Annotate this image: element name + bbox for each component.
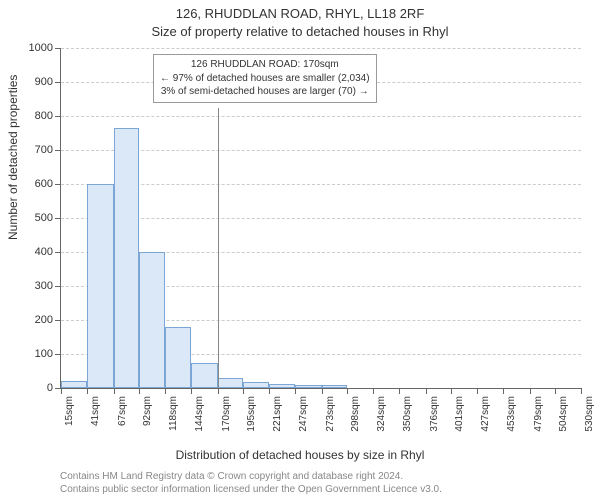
x-tick-label: 324sqm [376,396,387,446]
grid-line [61,150,581,151]
x-tick-label: 247sqm [298,396,309,446]
y-tick [55,218,61,219]
x-tick [269,388,270,394]
x-tick-label: 504sqm [558,396,569,446]
y-tick [55,286,61,287]
y-tick-label: 600 [13,178,53,190]
x-tick [503,388,504,394]
plot-area: 0100200300400500600700800900100015sqm41s… [60,48,581,389]
y-tick [55,48,61,49]
x-tick [322,388,323,394]
x-tick [218,388,219,394]
x-tick-label: 221sqm [272,396,283,446]
y-tick [55,184,61,185]
y-tick-label: 400 [13,246,53,258]
y-tick-label: 500 [13,212,53,224]
y-tick-label: 200 [13,314,53,326]
attribution-line-2: Contains public sector information licen… [60,483,442,496]
histogram-bar [139,252,165,388]
x-tick [477,388,478,394]
x-tick [373,388,374,394]
histogram-bar [243,382,269,388]
x-tick-label: 170sqm [221,396,232,446]
annotation-box: 126 RHUDDLAN ROAD: 170sqm ← 97% of detac… [153,54,377,103]
x-tick-label: 41sqm [90,396,101,446]
histogram-bar [191,363,217,389]
chart-title-main: 126, RHUDDLAN ROAD, RHYL, LL18 2RF [0,6,600,21]
x-tick-label: 273sqm [325,396,336,446]
x-tick [451,388,452,394]
annotation-line-2: ← 97% of detached houses are smaller (2,… [160,72,370,86]
grid-line [61,184,581,185]
attribution: Contains HM Land Registry data © Crown c… [60,470,442,496]
histogram-bar [165,327,191,388]
x-tick-label: 144sqm [194,396,205,446]
x-tick-label: 118sqm [168,396,179,446]
y-tick [55,354,61,355]
x-tick-label: 350sqm [402,396,413,446]
attribution-line-1: Contains HM Land Registry data © Crown c… [60,470,442,483]
x-tick-label: 15sqm [64,396,75,446]
y-tick [55,320,61,321]
x-tick [426,388,427,394]
x-tick [295,388,296,394]
x-tick [191,388,192,394]
histogram-bar [322,385,347,388]
chart-title-sub: Size of property relative to detached ho… [0,24,600,39]
x-tick-label: 92sqm [142,396,153,446]
x-tick [61,388,62,394]
y-tick-label: 700 [13,144,53,156]
histogram-bar [114,128,139,388]
x-tick-label: 376sqm [429,396,440,446]
y-tick-label: 300 [13,280,53,292]
x-tick [243,388,244,394]
x-tick [347,388,348,394]
x-tick [399,388,400,394]
x-tick [530,388,531,394]
y-tick [55,82,61,83]
y-tick-label: 800 [13,110,53,122]
y-tick-label: 900 [13,76,53,88]
y-tick-label: 100 [13,348,53,360]
x-tick-label: 298sqm [350,396,361,446]
x-tick-label: 479sqm [533,396,544,446]
property-marker-line [218,108,219,388]
annotation-line-3: 3% of semi-detached houses are larger (7… [160,85,370,99]
y-tick [55,116,61,117]
histogram-bar [61,381,87,388]
x-axis-label: Distribution of detached houses by size … [0,448,600,462]
x-tick-label: 453sqm [506,396,517,446]
x-tick [87,388,88,394]
x-tick-label: 401sqm [454,396,465,446]
x-tick-label: 427sqm [480,396,491,446]
x-tick-label: 530sqm [584,396,595,446]
y-tick [55,150,61,151]
grid-line [61,48,581,49]
y-tick-label: 0 [13,382,53,394]
histogram-bar [87,184,113,388]
x-tick [555,388,556,394]
x-tick [581,388,582,394]
chart-container: 126, RHUDDLAN ROAD, RHYL, LL18 2RF Size … [0,0,600,500]
x-tick [139,388,140,394]
annotation-line-1: 126 RHUDDLAN ROAD: 170sqm [160,58,370,72]
y-tick [55,252,61,253]
x-tick-label: 67sqm [117,396,128,446]
x-tick [114,388,115,394]
histogram-bar [269,384,295,388]
grid-line [61,218,581,219]
x-tick-label: 195sqm [246,396,257,446]
grid-line [61,116,581,117]
y-tick-label: 1000 [13,42,53,54]
histogram-bar [218,378,243,388]
x-tick [165,388,166,394]
histogram-bar [295,385,321,388]
